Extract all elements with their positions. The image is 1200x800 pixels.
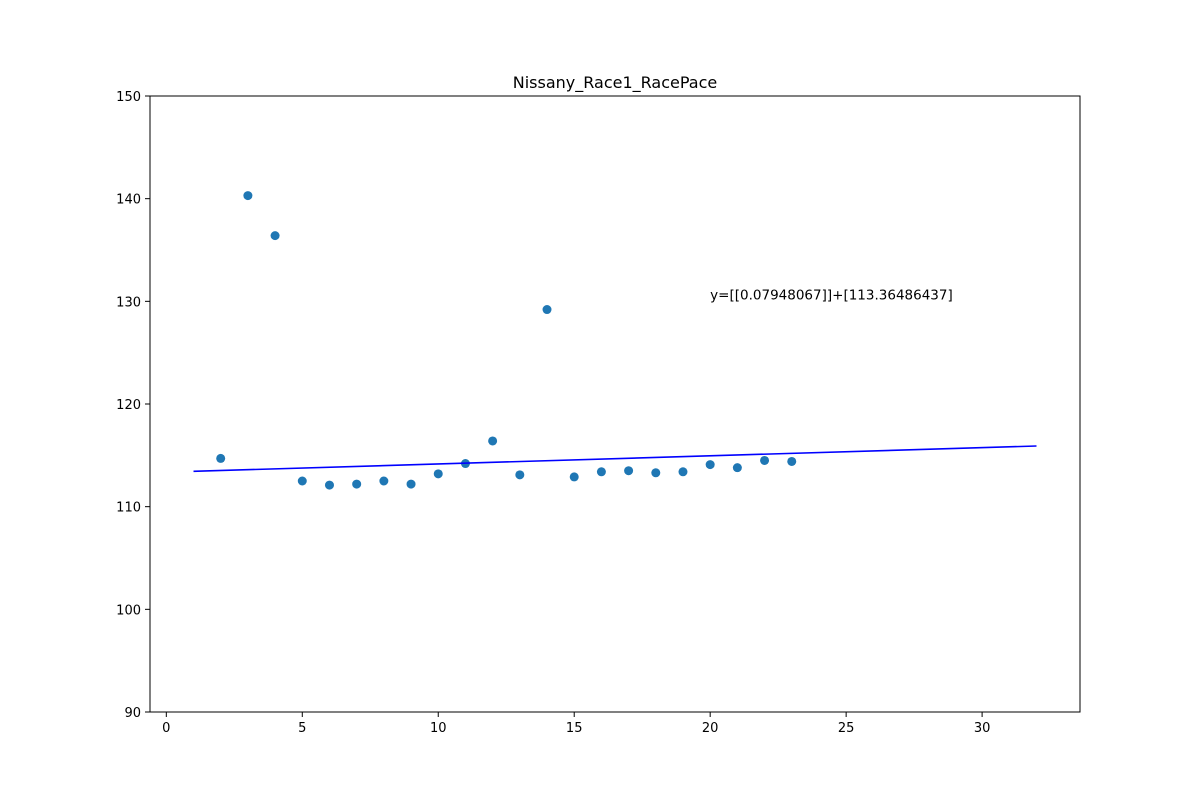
plot-frame — [149, 95, 1081, 713]
x-tick-label: 0 — [162, 721, 170, 736]
data-point — [515, 470, 525, 480]
data-point — [596, 467, 606, 477]
y-tick-label: 110 — [116, 501, 141, 516]
data-point — [270, 231, 280, 241]
data-point — [651, 468, 661, 478]
data-point — [678, 467, 688, 477]
x-tick-label: 30 — [974, 721, 991, 736]
x-tick-label: 15 — [566, 721, 583, 736]
data-point — [379, 476, 389, 486]
y-tick-label: 130 — [116, 295, 141, 310]
y-axis: 90 100 110 120 130 140 150 — [116, 90, 150, 721]
annotation-layer: y=[[0.07948067]]+[113.36486437] — [710, 287, 953, 303]
regression-line — [193, 445, 1037, 473]
y-tick-label: 120 — [116, 398, 141, 413]
data-point — [732, 463, 742, 473]
equation-annotation: y=[[0.07948067]]+[113.36486437] — [710, 287, 953, 303]
data-point — [488, 436, 498, 446]
data-point — [787, 456, 797, 466]
data-point — [705, 460, 715, 470]
y-tick-label: 90 — [124, 706, 141, 721]
data-point — [352, 479, 362, 489]
data-point — [406, 479, 416, 489]
x-tick-label: 10 — [430, 721, 447, 736]
data-point — [243, 191, 253, 201]
x-tick-label: 20 — [702, 721, 719, 736]
x-tick-label: 5 — [298, 721, 306, 736]
y-tick-label: 140 — [116, 193, 141, 208]
chart-title: Nissany_Race1_RacePace — [513, 73, 717, 93]
y-tick-label: 150 — [116, 90, 141, 105]
data-point — [569, 472, 579, 482]
x-axis: 0 5 10 15 20 25 30 — [162, 712, 990, 736]
y-tick-label: 100 — [116, 603, 141, 618]
data-point — [433, 469, 443, 479]
data-point — [297, 476, 307, 486]
data-point — [542, 305, 552, 315]
data-point — [216, 453, 226, 463]
data-point — [760, 455, 770, 465]
data-point — [624, 466, 634, 476]
x-tick-label: 25 — [838, 721, 855, 736]
series-layer — [193, 191, 1037, 490]
data-point — [324, 480, 334, 490]
